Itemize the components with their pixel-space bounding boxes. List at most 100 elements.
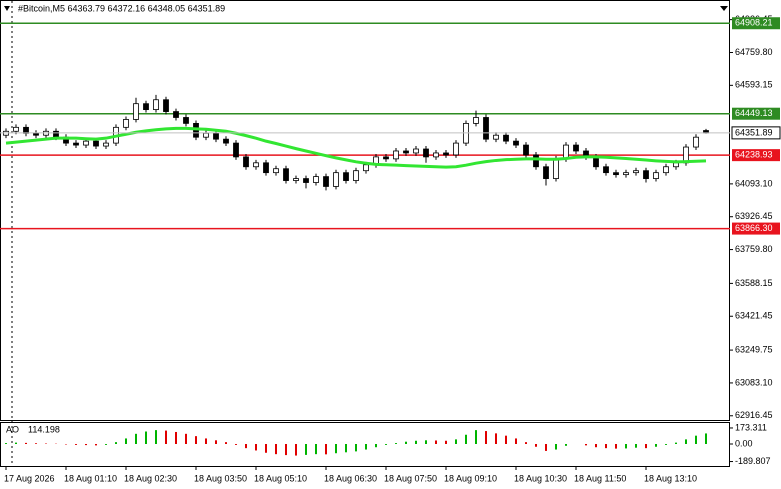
candle-body [293, 178, 299, 181]
x-tick-label: 18 Aug 10:30 [514, 473, 567, 483]
candle-body [673, 162, 679, 168]
candle-body [353, 170, 359, 181]
candle-body [253, 162, 259, 168]
y-tick-label: 63083.10 [735, 377, 773, 387]
x-tick-label: 17 Aug 2026 [4, 473, 55, 483]
level-label-box [732, 107, 780, 120]
candle-body [303, 178, 309, 183]
candle-body [23, 126, 29, 134]
candle-body [533, 154, 539, 168]
chart-menu-icon[interactable] [4, 6, 10, 11]
ao-y-tick-label: 173.311 [735, 422, 767, 432]
level-label-box [732, 17, 780, 30]
candle-body [363, 164, 369, 172]
candle-body [553, 158, 559, 179]
level-label: 64238.93 [735, 150, 773, 160]
candle-body [433, 152, 439, 158]
y-tick-label: 62916.45 [735, 410, 773, 420]
candle-body [283, 168, 289, 181]
candle-body [663, 166, 669, 174]
ao-y-tick-label: 0.00 [735, 438, 753, 448]
candle-body [103, 142, 109, 147]
candle-body [343, 172, 349, 181]
candle-body [203, 132, 209, 138]
price-label: 64351.89 [735, 127, 773, 137]
candle-body [153, 99, 159, 110]
x-tick-label: 18 Aug 09:10 [444, 473, 497, 483]
candle-body [223, 138, 229, 144]
candle-body [633, 170, 639, 174]
y-tick-label: 64759.80 [735, 47, 773, 57]
candle-body [653, 172, 659, 179]
moving-average [5, 126, 707, 169]
candle-body [483, 117, 489, 140]
candle-body [13, 126, 19, 132]
x-tick-label: 18 Aug 11:50 [574, 473, 626, 483]
candle-body [333, 172, 339, 187]
x-tick-label: 18 Aug 03:50 [194, 473, 247, 483]
candle-body [543, 166, 549, 179]
ao-value: 114.198 [28, 424, 60, 434]
candle-body [53, 130, 59, 138]
candle-body [383, 156, 389, 160]
candle-body [473, 117, 479, 124]
candle-body [213, 132, 219, 140]
y-tick-label: 63759.80 [735, 244, 773, 254]
candle-body [73, 142, 79, 146]
x-tick-label: 18 Aug 07:50 [384, 473, 437, 483]
chart-title: #Bitcoin,M5 64363.79 64372.16 64348.05 6… [18, 3, 225, 13]
x-tick-label: 18 Aug 06:30 [324, 473, 377, 483]
ao-name: AO [6, 424, 19, 434]
level-label: 63866.30 [735, 223, 773, 233]
y-tick-label: 63588.15 [735, 278, 773, 288]
level-label-box [732, 149, 780, 162]
price-label-box [731, 126, 781, 140]
candle-body [403, 150, 409, 154]
ao-y-tick-label: -189.807 [735, 456, 771, 466]
candle-body [503, 134, 509, 142]
candle-body [413, 148, 419, 154]
level-label: 64449.13 [735, 108, 773, 118]
ao-panel-frame [0, 422, 730, 467]
candle-body [163, 99, 169, 112]
candle-body [643, 170, 649, 179]
candle-body [393, 150, 399, 160]
candle-body [423, 148, 429, 158]
candle-body [323, 176, 329, 187]
candle-body [183, 117, 189, 124]
candle-body [83, 140, 89, 146]
candle-body [493, 134, 499, 140]
x-tick-label: 18 Aug 05:10 [254, 473, 307, 483]
x-tick-label: 18 Aug 02:30 [124, 473, 177, 483]
x-tick-label: 18 Aug 13:10 [644, 473, 697, 483]
level-label: 64908.21 [735, 18, 773, 28]
candle-body [513, 140, 519, 146]
y-tick-label: 63421.45 [735, 311, 773, 321]
candle-body [173, 111, 179, 118]
candle-body [93, 140, 99, 147]
main-panel-frame [0, 0, 730, 421]
x-tick-label: 18 Aug 01:10 [64, 473, 117, 483]
y-tick-label: 64093.10 [735, 178, 773, 188]
candle-body [263, 162, 269, 174]
candle-body [523, 144, 529, 156]
candle-body [233, 142, 239, 158]
candle-body [453, 142, 459, 156]
candle-body [623, 172, 629, 176]
y-tick-label: 63249.75 [735, 344, 773, 354]
candle-body [313, 176, 319, 183]
candle-body [143, 103, 149, 110]
candle-body [443, 152, 449, 156]
candle-body [133, 103, 139, 120]
candle-body [613, 172, 619, 176]
candle-body [273, 168, 279, 174]
y-tick-label: 64593.15 [735, 80, 773, 90]
candle-body [603, 166, 609, 174]
candle-body [123, 119, 129, 128]
candle-body [693, 136, 699, 148]
scroll-icon[interactable] [720, 6, 728, 11]
candle-body [573, 144, 579, 152]
y-tick-label: 63926.45 [735, 211, 773, 221]
